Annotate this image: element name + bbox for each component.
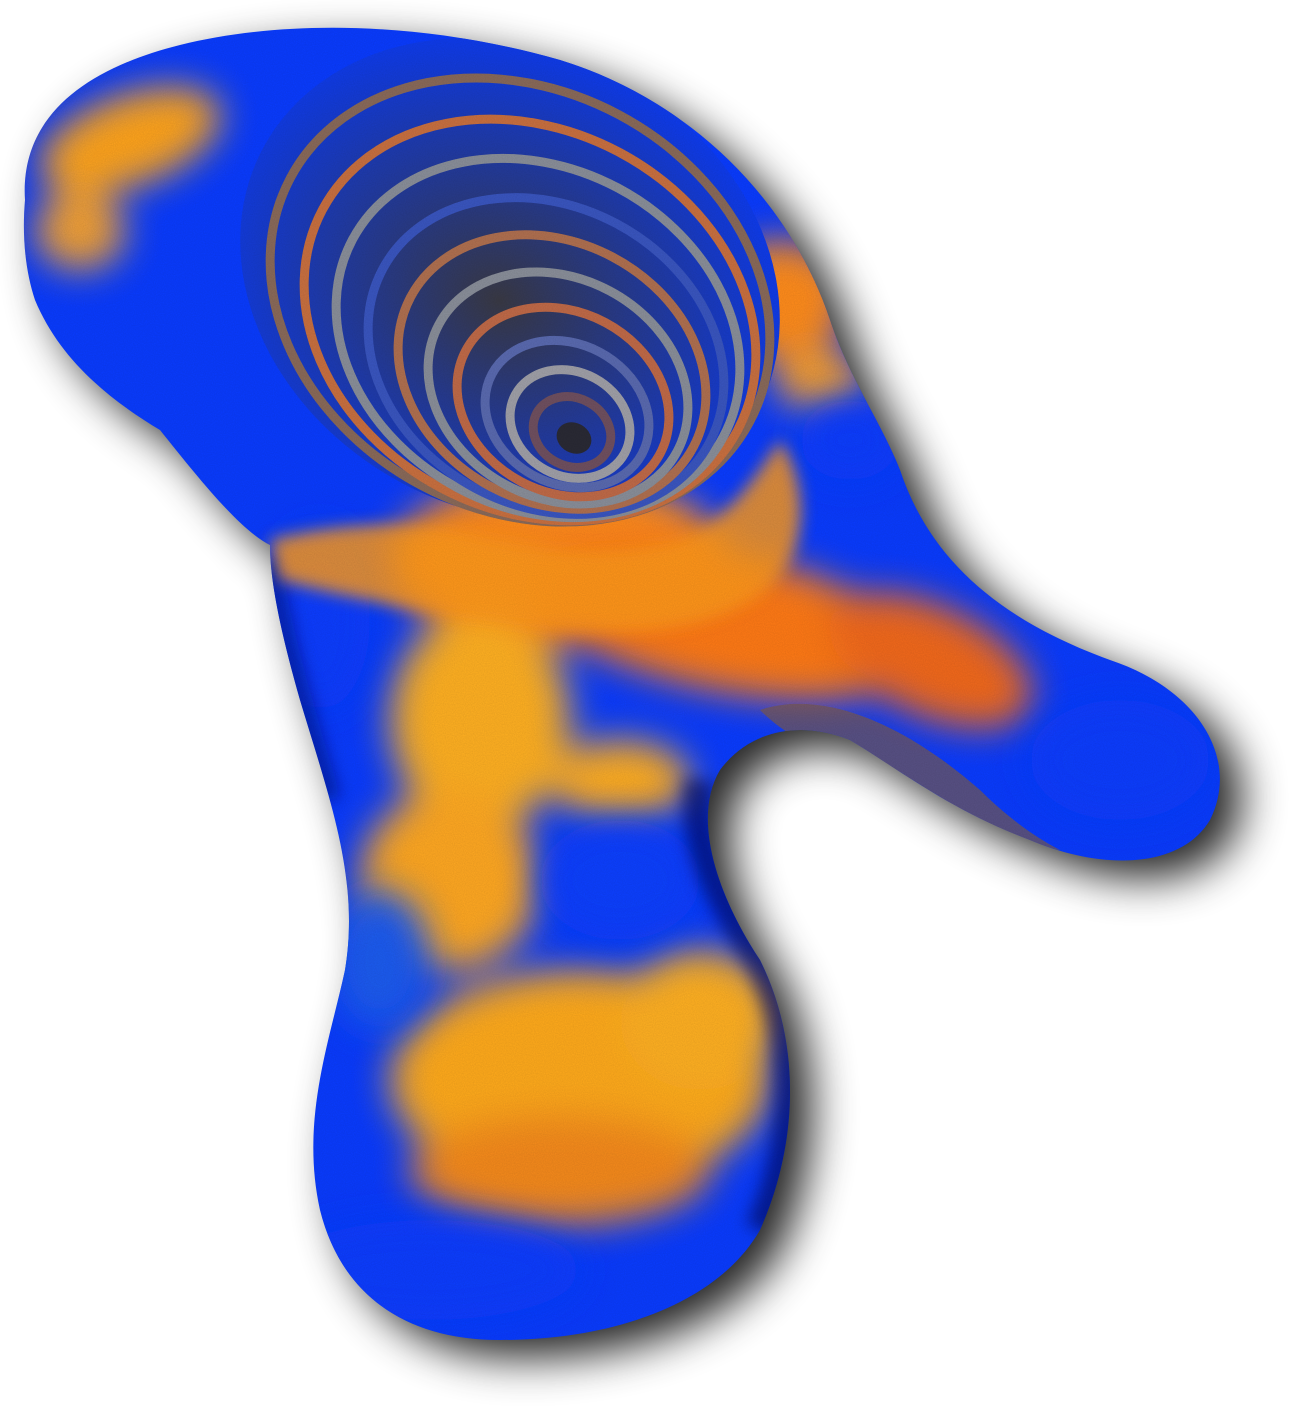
blob-body	[23, 27, 1220, 1341]
artwork-canvas	[23, 27, 1242, 1359]
blob-sculpture	[23, 27, 1242, 1359]
